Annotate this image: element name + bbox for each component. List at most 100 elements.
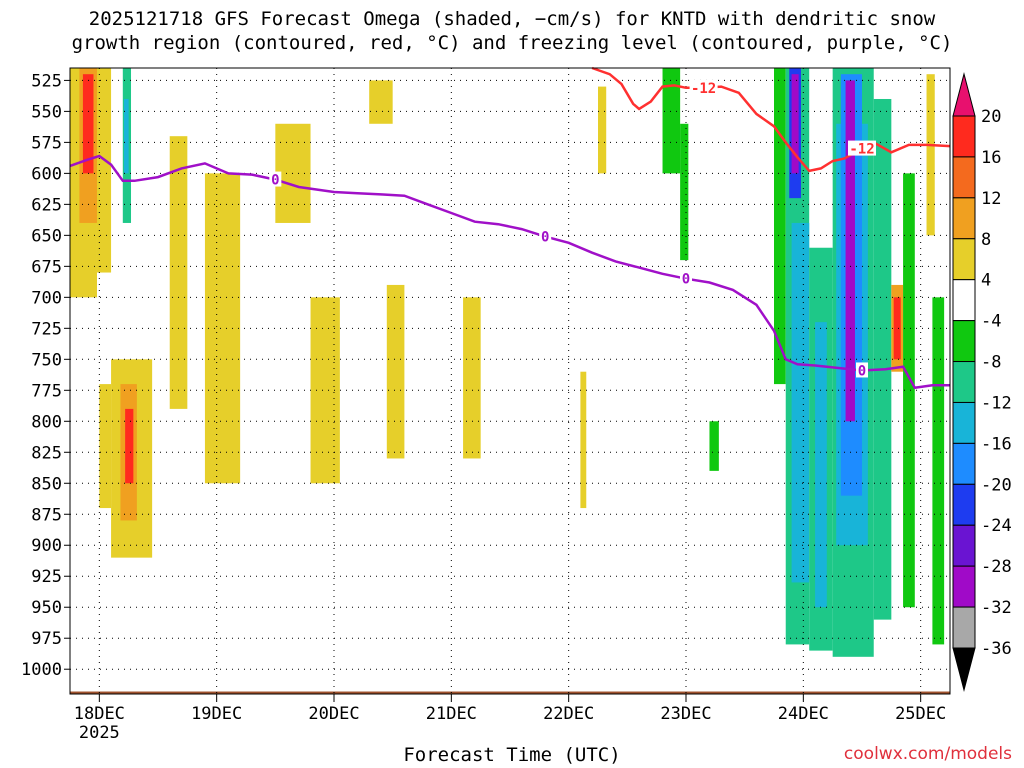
omega-cell <box>932 297 945 645</box>
colorbar-label: -12 <box>981 393 1012 413</box>
colorbar-bin <box>952 238 976 281</box>
omega-cell <box>169 136 188 409</box>
x-tick-label: 23DEC <box>660 704 711 724</box>
omega-cell <box>598 86 607 174</box>
chart-title-line-2: growth region (contoured, red, °C) and f… <box>71 32 953 54</box>
y-tick-label: 975 <box>31 629 62 649</box>
omega-cell <box>463 297 481 459</box>
x-axis-label: Forecast Time (UTC) <box>403 744 621 766</box>
colorbar-label: -16 <box>981 434 1012 454</box>
colorbar-bin <box>952 320 976 363</box>
colorbar-label: -8 <box>981 353 1001 373</box>
omega-cell <box>873 98 892 620</box>
y-tick-label: 575 <box>31 133 62 153</box>
y-tick-label: 600 <box>31 164 62 184</box>
y-axis: 525 550 575 600 625 650 675 700 725 750 775 800 825 8… <box>21 71 70 680</box>
contour-label-bg <box>539 228 552 244</box>
terrain-band <box>70 691 950 694</box>
grid-lines <box>70 68 950 694</box>
x-tick-label: 25DEC <box>895 704 946 724</box>
contour-label: -12 <box>849 142 874 158</box>
colorbar-label: 4 <box>981 271 991 291</box>
dgz-line <box>591 66 951 173</box>
omega-cell <box>310 297 340 484</box>
colorbar-label: -36 <box>981 639 1012 659</box>
y-tick-label: 525 <box>31 71 62 91</box>
colorbar-bin <box>952 565 976 608</box>
contour-label-bg <box>856 362 868 378</box>
y-tick-label: 850 <box>31 474 62 494</box>
x-axis: 18DEC 19DEC 20DEC 21DEC 22DEC 23DEC 24DEC 25DEC… <box>74 694 946 743</box>
contour-label-bg <box>689 79 718 95</box>
colorbar-bin <box>952 606 976 649</box>
x-tick-label: 24DEC <box>778 704 829 724</box>
omega-cell <box>709 421 719 471</box>
colorbar-label: -32 <box>981 598 1012 618</box>
x-tick-label: 18DEC <box>74 704 125 724</box>
contour-lines: 0 0 0 0 -12 -12 <box>69 66 951 390</box>
colorbar-label: -4 <box>981 312 1001 332</box>
omega-cell <box>662 68 681 174</box>
omega-cell <box>815 322 827 608</box>
contour-label-bg <box>848 140 876 156</box>
y-tick-label: 950 <box>31 598 62 618</box>
colorbar-label: -20 <box>981 475 1012 495</box>
omega-cell <box>204 173 241 484</box>
omega-cell <box>926 74 935 236</box>
y-tick-label: 825 <box>31 443 62 463</box>
contour-label: 0 <box>541 230 549 246</box>
contour-label: 0 <box>858 363 866 379</box>
source-credit[interactable]: coolwx.com/models <box>843 744 1012 764</box>
freezing-level-line <box>69 154 950 390</box>
plot-frame <box>69 67 951 695</box>
colorbar-label: 16 <box>981 148 1001 168</box>
omega-cell <box>791 74 799 174</box>
y-tick-label: 900 <box>31 536 62 556</box>
colorbar-bin <box>952 156 976 199</box>
y-tick-label: 775 <box>31 381 62 401</box>
omega-cell <box>99 384 112 509</box>
y-tick-label: 675 <box>31 257 62 277</box>
colorbar: 20 16 12 8 4 -4 -8 -12 -16 -20 -24 -28 -32 -36 <box>952 72 1012 692</box>
colorbar-label: 20 <box>981 107 1001 127</box>
colorbar-label: -28 <box>981 557 1012 577</box>
colorbar-bin <box>952 361 976 403</box>
contour-label-bg <box>269 171 282 187</box>
y-tick-label: 650 <box>31 226 62 246</box>
y-tick-label: 725 <box>31 319 62 339</box>
colorbar-label: 12 <box>981 189 1001 209</box>
colorbar-label: 8 <box>981 230 991 250</box>
colorbar-min-arrow <box>952 647 976 692</box>
y-tick-label: 875 <box>31 505 62 525</box>
colorbar-bin <box>952 442 976 485</box>
y-tick-label: 750 <box>31 350 62 370</box>
omega-cell <box>893 297 901 360</box>
omega-cell <box>386 284 405 459</box>
chart-title-line-1: 2025121718 GFS Forecast Omega (shaded, −… <box>88 8 936 30</box>
contour-label: -12 <box>691 81 716 97</box>
colorbar-bin <box>952 401 976 444</box>
omega-cell <box>125 408 134 484</box>
omega-cell <box>82 74 94 174</box>
omega-cell <box>369 80 393 124</box>
colorbar-bin <box>952 279 976 322</box>
y-tick-label: 800 <box>31 412 62 432</box>
terrain-layer <box>70 691 950 694</box>
y-tick-label: 625 <box>31 195 62 215</box>
colorbar-bin <box>952 524 976 567</box>
y-tick-label: 925 <box>31 567 62 587</box>
omega-shading <box>70 68 945 657</box>
omega-cell <box>903 173 915 608</box>
colorbar-label: -24 <box>981 516 1012 536</box>
omega-cell <box>774 68 786 385</box>
x-tick-label: 22DEC <box>543 704 594 724</box>
contour-label: 0 <box>682 272 690 288</box>
y-tick-label: 1000 <box>21 660 62 680</box>
colorbar-max-arrow <box>952 72 976 117</box>
x-tick-label: 19DEC <box>191 704 242 724</box>
omega-cell <box>123 98 129 174</box>
colorbar-bin <box>952 483 976 526</box>
x-tick-label: 21DEC <box>426 704 477 724</box>
x-year-label: 2025 <box>79 723 120 743</box>
